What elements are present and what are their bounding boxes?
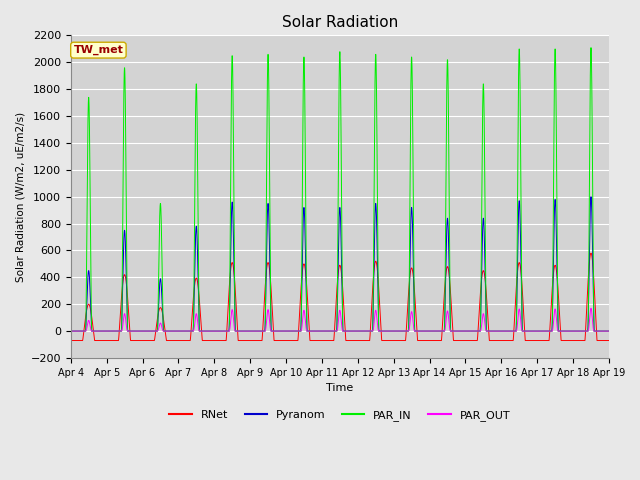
- PAR_OUT: [605, 328, 612, 334]
- RNet: [320, 337, 328, 343]
- PAR_OUT: [67, 328, 75, 334]
- PAR_OUT: [491, 328, 499, 334]
- Pyranom: [605, 328, 612, 334]
- RNet: [460, 337, 468, 343]
- Pyranom: [587, 194, 595, 200]
- Line: PAR_IN: PAR_IN: [71, 48, 609, 331]
- Pyranom: [320, 328, 328, 334]
- Pyranom: [491, 328, 499, 334]
- PAR_IN: [604, 328, 612, 334]
- X-axis label: Time: Time: [326, 383, 353, 393]
- PAR_OUT: [604, 328, 612, 334]
- RNet: [604, 337, 612, 343]
- Pyranom: [431, 328, 438, 334]
- PAR_OUT: [587, 305, 595, 311]
- PAR_OUT: [460, 328, 468, 334]
- Line: RNet: RNet: [71, 253, 609, 340]
- Line: Pyranom: Pyranom: [71, 197, 609, 331]
- PAR_IN: [320, 328, 328, 334]
- PAR_IN: [431, 328, 438, 334]
- PAR_OUT: [431, 328, 438, 334]
- PAR_IN: [67, 328, 75, 334]
- RNet: [164, 337, 172, 343]
- PAR_OUT: [320, 328, 328, 334]
- RNet: [431, 337, 438, 343]
- PAR_IN: [605, 328, 612, 334]
- PAR_IN: [587, 45, 595, 50]
- Pyranom: [67, 328, 75, 334]
- RNet: [587, 250, 595, 256]
- Y-axis label: Solar Radiation (W/m2, uE/m2/s): Solar Radiation (W/m2, uE/m2/s): [15, 112, 25, 282]
- RNet: [491, 337, 499, 343]
- Line: PAR_OUT: PAR_OUT: [71, 308, 609, 331]
- PAR_IN: [491, 328, 499, 334]
- Text: TW_met: TW_met: [74, 45, 124, 55]
- Pyranom: [604, 328, 612, 334]
- Legend: RNet, Pyranom, PAR_IN, PAR_OUT: RNet, Pyranom, PAR_IN, PAR_OUT: [165, 406, 515, 425]
- Title: Solar Radiation: Solar Radiation: [282, 15, 398, 30]
- PAR_IN: [460, 328, 468, 334]
- Pyranom: [460, 328, 468, 334]
- Pyranom: [164, 328, 172, 334]
- RNet: [605, 337, 612, 343]
- PAR_OUT: [164, 328, 172, 334]
- PAR_IN: [164, 328, 172, 334]
- RNet: [67, 337, 75, 343]
